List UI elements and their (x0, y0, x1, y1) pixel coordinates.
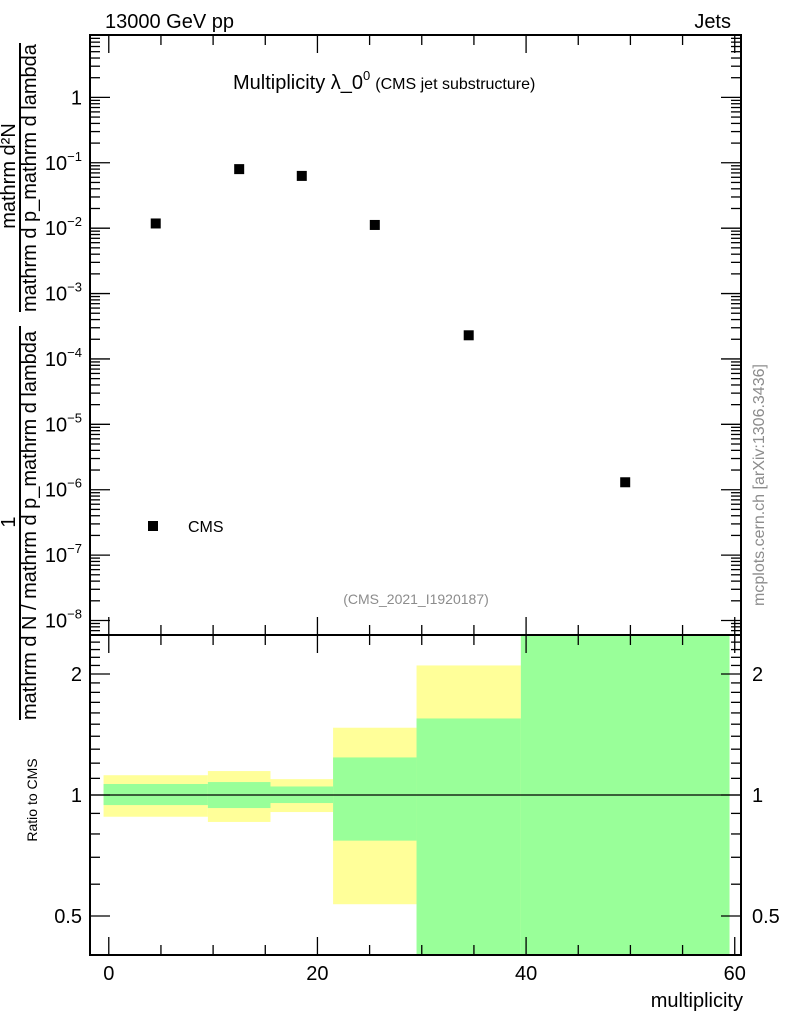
y-tick-base: 10 (45, 480, 67, 502)
y-tick-base: 10 (45, 349, 67, 371)
x-tick-label: 20 (306, 963, 328, 985)
y-tick-exp: −7 (67, 541, 82, 556)
y-tick-label: 10−1 (45, 149, 82, 175)
x-tick-label: 0 (103, 963, 114, 985)
axis-tick-labels: 0 20 40 60110−110−210−310−410−510−610−710−8… (45, 87, 780, 985)
y-tick-base: 1 (71, 87, 82, 109)
data-point (150, 218, 161, 229)
ratio-frame (89, 634, 742, 956)
data-point (463, 330, 474, 341)
ratio-y-tick-label-right: 0.5 (752, 906, 780, 928)
legend-marker-cms (148, 521, 158, 531)
y-tick-label: 1 (71, 87, 82, 109)
x-tick-label: 60 (724, 963, 746, 985)
plot-title-main: Multiplicity λ_0 (233, 72, 363, 94)
plot-title-sup: 0 (363, 68, 370, 83)
data-point (369, 219, 380, 230)
main-frame (89, 34, 742, 636)
data-point (234, 164, 245, 175)
y-tick-exp: −3 (67, 280, 82, 295)
legend-label-cms: CMS (188, 519, 224, 536)
y-tick-label: 10−4 (45, 345, 82, 371)
y-tick-exp: −8 (67, 606, 82, 621)
y-tick-base: 10 (45, 610, 67, 632)
ratio-ylabel: Ratio to CMS (24, 758, 40, 841)
y-tick-exp: −2 (67, 214, 82, 229)
ratio-y-tick-label-right: 1 (752, 785, 763, 807)
y-tick-base: 10 (45, 545, 67, 567)
header-right: Jets (694, 11, 731, 33)
plot-subtitle: (CMS jet substructure) (375, 76, 535, 93)
header-left: 13000 GeV pp (105, 11, 234, 33)
y-tick-exp: −5 (67, 410, 82, 425)
data-points (150, 164, 631, 488)
plot-title: Multiplicity λ_00 (CMS jet substructure) (233, 68, 535, 94)
ratio-band-inner-bin (333, 757, 417, 841)
axis-ticks (90, 34, 741, 956)
ylabel-inner-num: mathrm d²N (0, 123, 20, 229)
ratio-y-tick-label-left: 2 (71, 664, 82, 686)
ratio-xlabel: multiplicity (651, 990, 743, 1012)
ratio-y-tick-label-left: 1 (71, 785, 82, 807)
y-tick-label: 10−7 (45, 541, 82, 567)
y-tick-exp: −4 (67, 345, 82, 360)
y-tick-label: 10−5 (45, 410, 82, 436)
ratio-y-tick-label-right: 2 (752, 664, 763, 686)
y-tick-exp: −6 (67, 476, 82, 491)
y-tick-base: 10 (45, 284, 67, 306)
x-tick-label: 40 (515, 963, 537, 985)
y-tick-exp: −1 (67, 149, 82, 164)
y-tick-label: 10−8 (45, 606, 82, 632)
side-label: mcplots.cern.ch [arXiv:1306.3436] (751, 364, 768, 606)
main-ylabel: mathrm d²N mathrm d p_mathrm d lambda 1 … (0, 43, 41, 720)
data-point (296, 170, 307, 181)
y-tick-label: 10−3 (45, 280, 82, 306)
ylabel-inner-den: mathrm d p_mathrm d lambda (19, 43, 41, 312)
ratio-band-inner-bin (416, 718, 521, 955)
y-tick-label: 10−2 (45, 214, 82, 240)
y-tick-label: 10−6 (45, 476, 82, 502)
analysis-id: (CMS_2021_I1920187) (343, 591, 489, 607)
y-tick-base: 10 (45, 153, 67, 175)
y-tick-base: 10 (45, 414, 67, 436)
ylabel-outer-den: mathrm d N / mathrm d p_mathrm d lambda (19, 330, 41, 720)
y-tick-base: 10 (45, 218, 67, 240)
ratio-y-tick-label-left: 0.5 (54, 906, 82, 928)
ylabel-outer-num: 1 (0, 516, 20, 527)
data-point (620, 477, 631, 488)
